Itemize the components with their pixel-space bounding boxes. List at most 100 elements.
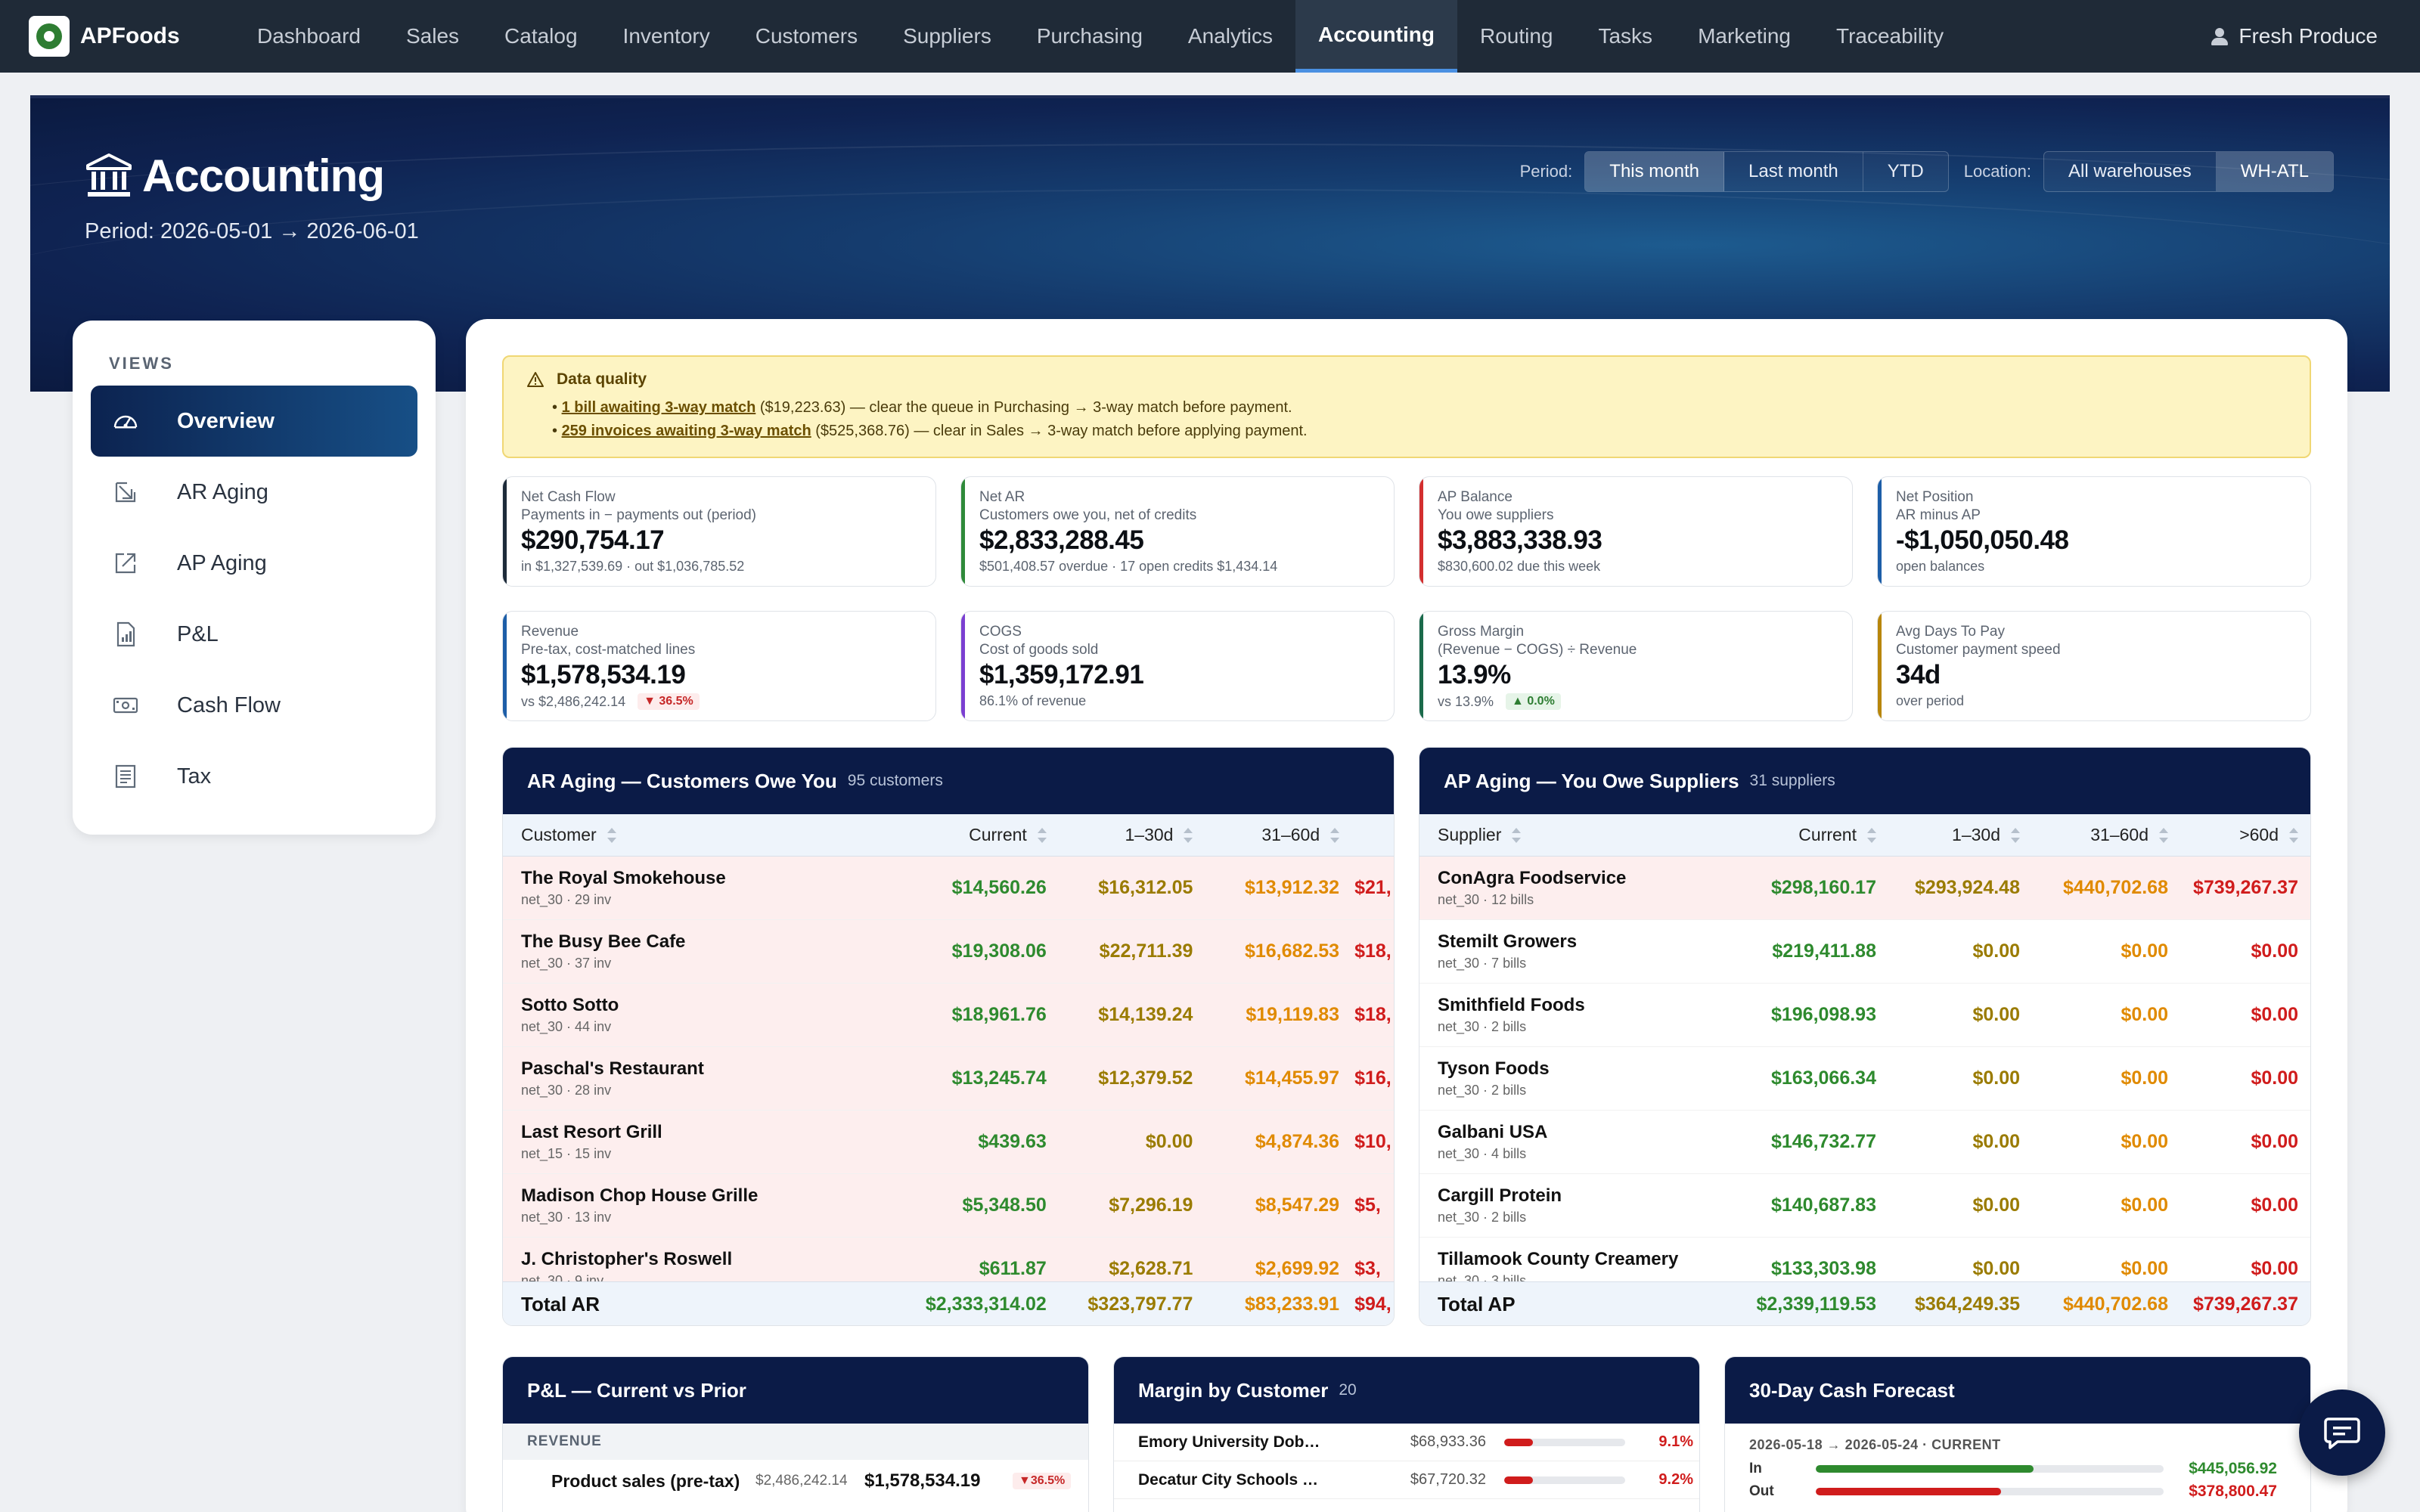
table-row[interactable]: Smithfield Foods net_30 · 2 bills $196,098…	[1419, 984, 2310, 1047]
ap-column-4[interactable]: >60d	[2168, 825, 2298, 845]
sidebar-item-tax[interactable]: Tax	[91, 741, 417, 812]
cash-icon	[112, 692, 139, 719]
table-row[interactable]: Paschal's Restaurant net_30 · 28 inv $13,2…	[503, 1047, 1394, 1111]
period-filter-label: Period:	[1519, 162, 1573, 181]
margin-row[interactable]: Decatur City Schools … $67,720.32 9.2%	[1114, 1461, 1699, 1499]
ap-column-0[interactable]: Supplier	[1419, 825, 1722, 845]
ap-column-1[interactable]: Current	[1722, 825, 1876, 845]
ap-d60-cell: $0.00	[2121, 1004, 2168, 1025]
brand[interactable]: APFoods	[29, 16, 203, 57]
ar-column-3[interactable]: 31–60d	[1193, 825, 1340, 845]
table-row[interactable]: Tyson Foods net_30 · 2 bills $163,066.34 $0…	[1419, 1047, 2310, 1111]
user-name: Fresh Produce	[2238, 24, 2378, 48]
margin-bar-fill	[1504, 1438, 1533, 1446]
ar-rows: The Royal Smokehouse net_30 · 29 inv $14,5…	[503, 857, 1394, 1281]
kpi-label: Avg Days To Pay	[1896, 624, 2005, 640]
ap-party-meta: net_30 · 3 bills	[1438, 1273, 1527, 1281]
kpi-footnote-text: vs 13.9%	[1438, 693, 1494, 709]
ar-column-1[interactable]: Current	[895, 825, 1047, 845]
sidebar-item-label: Cash Flow	[177, 692, 281, 717]
ar-current-cell: $439.63	[978, 1131, 1047, 1152]
nav-item-catalog[interactable]: Catalog	[504, 24, 578, 48]
kpi-footnote: $830,600.02 due this week	[1438, 559, 1834, 575]
ap-d90-cell: $739,267.37	[2192, 877, 2298, 898]
table-row[interactable]: ConAgra Foodservice net_30 · 12 bills $298…	[1419, 857, 2310, 920]
location-option-wh-atl[interactable]: WH-ATL	[2216, 152, 2333, 191]
data-quality-label: Data quality	[557, 370, 647, 388]
ar-name-cell: The Busy Bee Cafe net_30 · 37 inv	[503, 931, 895, 971]
ar-d90-cell: $3,	[1354, 1258, 1381, 1279]
ar-party-name: The Busy Bee Cafe	[521, 931, 686, 952]
sidebar-item-overview[interactable]: Overview	[91, 386, 417, 457]
table-row[interactable]: The Busy Bee Cafe net_30 · 37 inv $19,308.…	[503, 920, 1394, 984]
ap-column-3[interactable]: 31–60d	[2020, 825, 2168, 845]
ap-d30-cell: $0.00	[1972, 1258, 2020, 1279]
kpi-value: 34d	[1896, 660, 1941, 689]
ar-column-0[interactable]: Customer	[503, 825, 895, 845]
ap-name-cell: Tyson Foods net_30 · 2 bills	[1419, 1058, 1722, 1098]
kpi-footnote-text: in $1,327,539.69 · out $1,036,785.52	[521, 559, 745, 574]
nav-item-customers[interactable]: Customers	[755, 24, 858, 48]
sidebar-item-ap-aging[interactable]: AP Aging	[91, 528, 417, 599]
user-icon	[2211, 28, 2229, 45]
kpi-footnote: over period	[1896, 693, 2292, 709]
nav-item-inventory[interactable]: Inventory	[622, 24, 710, 48]
table-row[interactable]: Sotto Sotto net_30 · 44 inv $18,961.76 $14,…	[503, 984, 1394, 1047]
nav-item-sales[interactable]: Sales	[405, 24, 460, 48]
ap-party-name: Cargill Protein	[1438, 1185, 1562, 1206]
ap-name-cell: ConAgra Foodservice net_30 · 12 bills	[1419, 868, 1722, 908]
chat-button[interactable]	[2299, 1390, 2385, 1476]
nav-item-routing[interactable]: Routing	[1479, 24, 1553, 48]
table-row[interactable]: Stemilt Growers net_30 · 7 bills $219,411.…	[1419, 920, 2310, 984]
kpi-footnote-text: $501,408.57 overdue · 17 open credits $1…	[979, 559, 1278, 574]
kpi-value: $3,883,338.93	[1438, 525, 1602, 555]
period-option-this-month[interactable]: This month	[1585, 152, 1724, 191]
kpi-card-net-position: Net Position AR minus AP -$1,050,050.48 ope…	[1877, 476, 2311, 587]
ap-column-2[interactable]: 1–30d	[1876, 825, 2020, 845]
pl-row[interactable]: Product sales (pre-tax) $2,486,242.14 $1…	[503, 1460, 1088, 1502]
ap-aging-header: AP Aging — You Owe Suppliers 31 supplier…	[1419, 748, 2310, 814]
sidebar-item-p-l[interactable]: P&L	[91, 599, 417, 670]
ap-column-label: 1–30d	[1952, 825, 2000, 844]
sort-icon	[1512, 827, 1522, 843]
table-row[interactable]: Tillamook County Creamery net_30 · 3 bill…	[1419, 1238, 2310, 1281]
nav-item-dashboard[interactable]: Dashboard	[257, 24, 361, 48]
forecast-out-label: Out	[1749, 1483, 1774, 1499]
table-row[interactable]: Galbani USA net_30 · 4 bills $146,732.77 $0…	[1419, 1111, 2310, 1174]
period-option-ytd[interactable]: YTD	[1863, 152, 1948, 191]
table-row[interactable]: The Royal Smokehouse net_30 · 29 inv $14,5…	[503, 857, 1394, 920]
data-quality-link[interactable]: 1 bill awaiting 3-way match	[561, 399, 756, 416]
pl-card-title: P&L — Current vs Prior	[527, 1378, 746, 1402]
period-option-last-month[interactable]: Last month	[1724, 152, 1863, 191]
ap-total-current: $2,339,119.53	[1756, 1294, 1877, 1315]
nav-item-analytics[interactable]: Analytics	[1187, 24, 1273, 48]
nav-item-marketing[interactable]: Marketing	[1698, 24, 1791, 48]
data-quality-link[interactable]: 259 invoices awaiting 3-way match	[561, 423, 811, 439]
nav-item-suppliers[interactable]: Suppliers	[903, 24, 991, 48]
data-quality-alert: Data quality 1 bill awaiting 3-way match…	[502, 355, 2311, 458]
sidebar-item-cash-flow[interactable]: Cash Flow	[91, 670, 417, 741]
table-row[interactable]: Madison Chop House Grille net_30 · 13 inv…	[503, 1174, 1394, 1238]
sidebar-item-label: Tax	[177, 764, 212, 789]
nav-item-purchasing[interactable]: Purchasing	[1036, 24, 1143, 48]
table-row[interactable]: Last Resort Grill net_15 · 15 inv $439.63 $…	[503, 1111, 1394, 1174]
table-row[interactable]: J. Christopher's Roswell net_30 · 9 inv $6…	[503, 1238, 1394, 1281]
ar-column-2[interactable]: 1–30d	[1047, 825, 1193, 845]
nav-item-tasks[interactable]: Tasks	[1598, 24, 1653, 48]
kpi-label: Revenue	[521, 624, 579, 640]
nav-item-traceability[interactable]: Traceability	[1836, 24, 1944, 48]
sidebar-item-ar-aging[interactable]: AR Aging	[91, 457, 417, 528]
kpi-subtitle: Cost of goods sold	[979, 642, 1099, 658]
table-row[interactable]: Cargill Protein net_30 · 2 bills $140,687.…	[1419, 1174, 2310, 1238]
ar-current-cell: $18,961.76	[951, 1004, 1047, 1025]
user-menu[interactable]: Fresh Produce	[2211, 0, 2378, 73]
ar-name-cell: The Royal Smokehouse net_30 · 29 inv	[503, 868, 895, 908]
location-option-all-warehouses[interactable]: All warehouses	[2044, 152, 2217, 191]
ar-party-name: The Royal Smokehouse	[521, 868, 726, 888]
ar-d60-cell: $16,682.53	[1244, 940, 1340, 962]
ap-d60-cell: $440,702.68	[2062, 877, 2168, 898]
kpi-delta-badge: ▼ 36.5%	[638, 693, 700, 710]
ap-name-cell: Cargill Protein net_30 · 2 bills	[1419, 1185, 1722, 1225]
nav-item-accounting[interactable]: Accounting	[1295, 0, 1457, 73]
margin-row[interactable]: Emory University Dob… $68,933.36 9.1%	[1114, 1424, 1699, 1461]
